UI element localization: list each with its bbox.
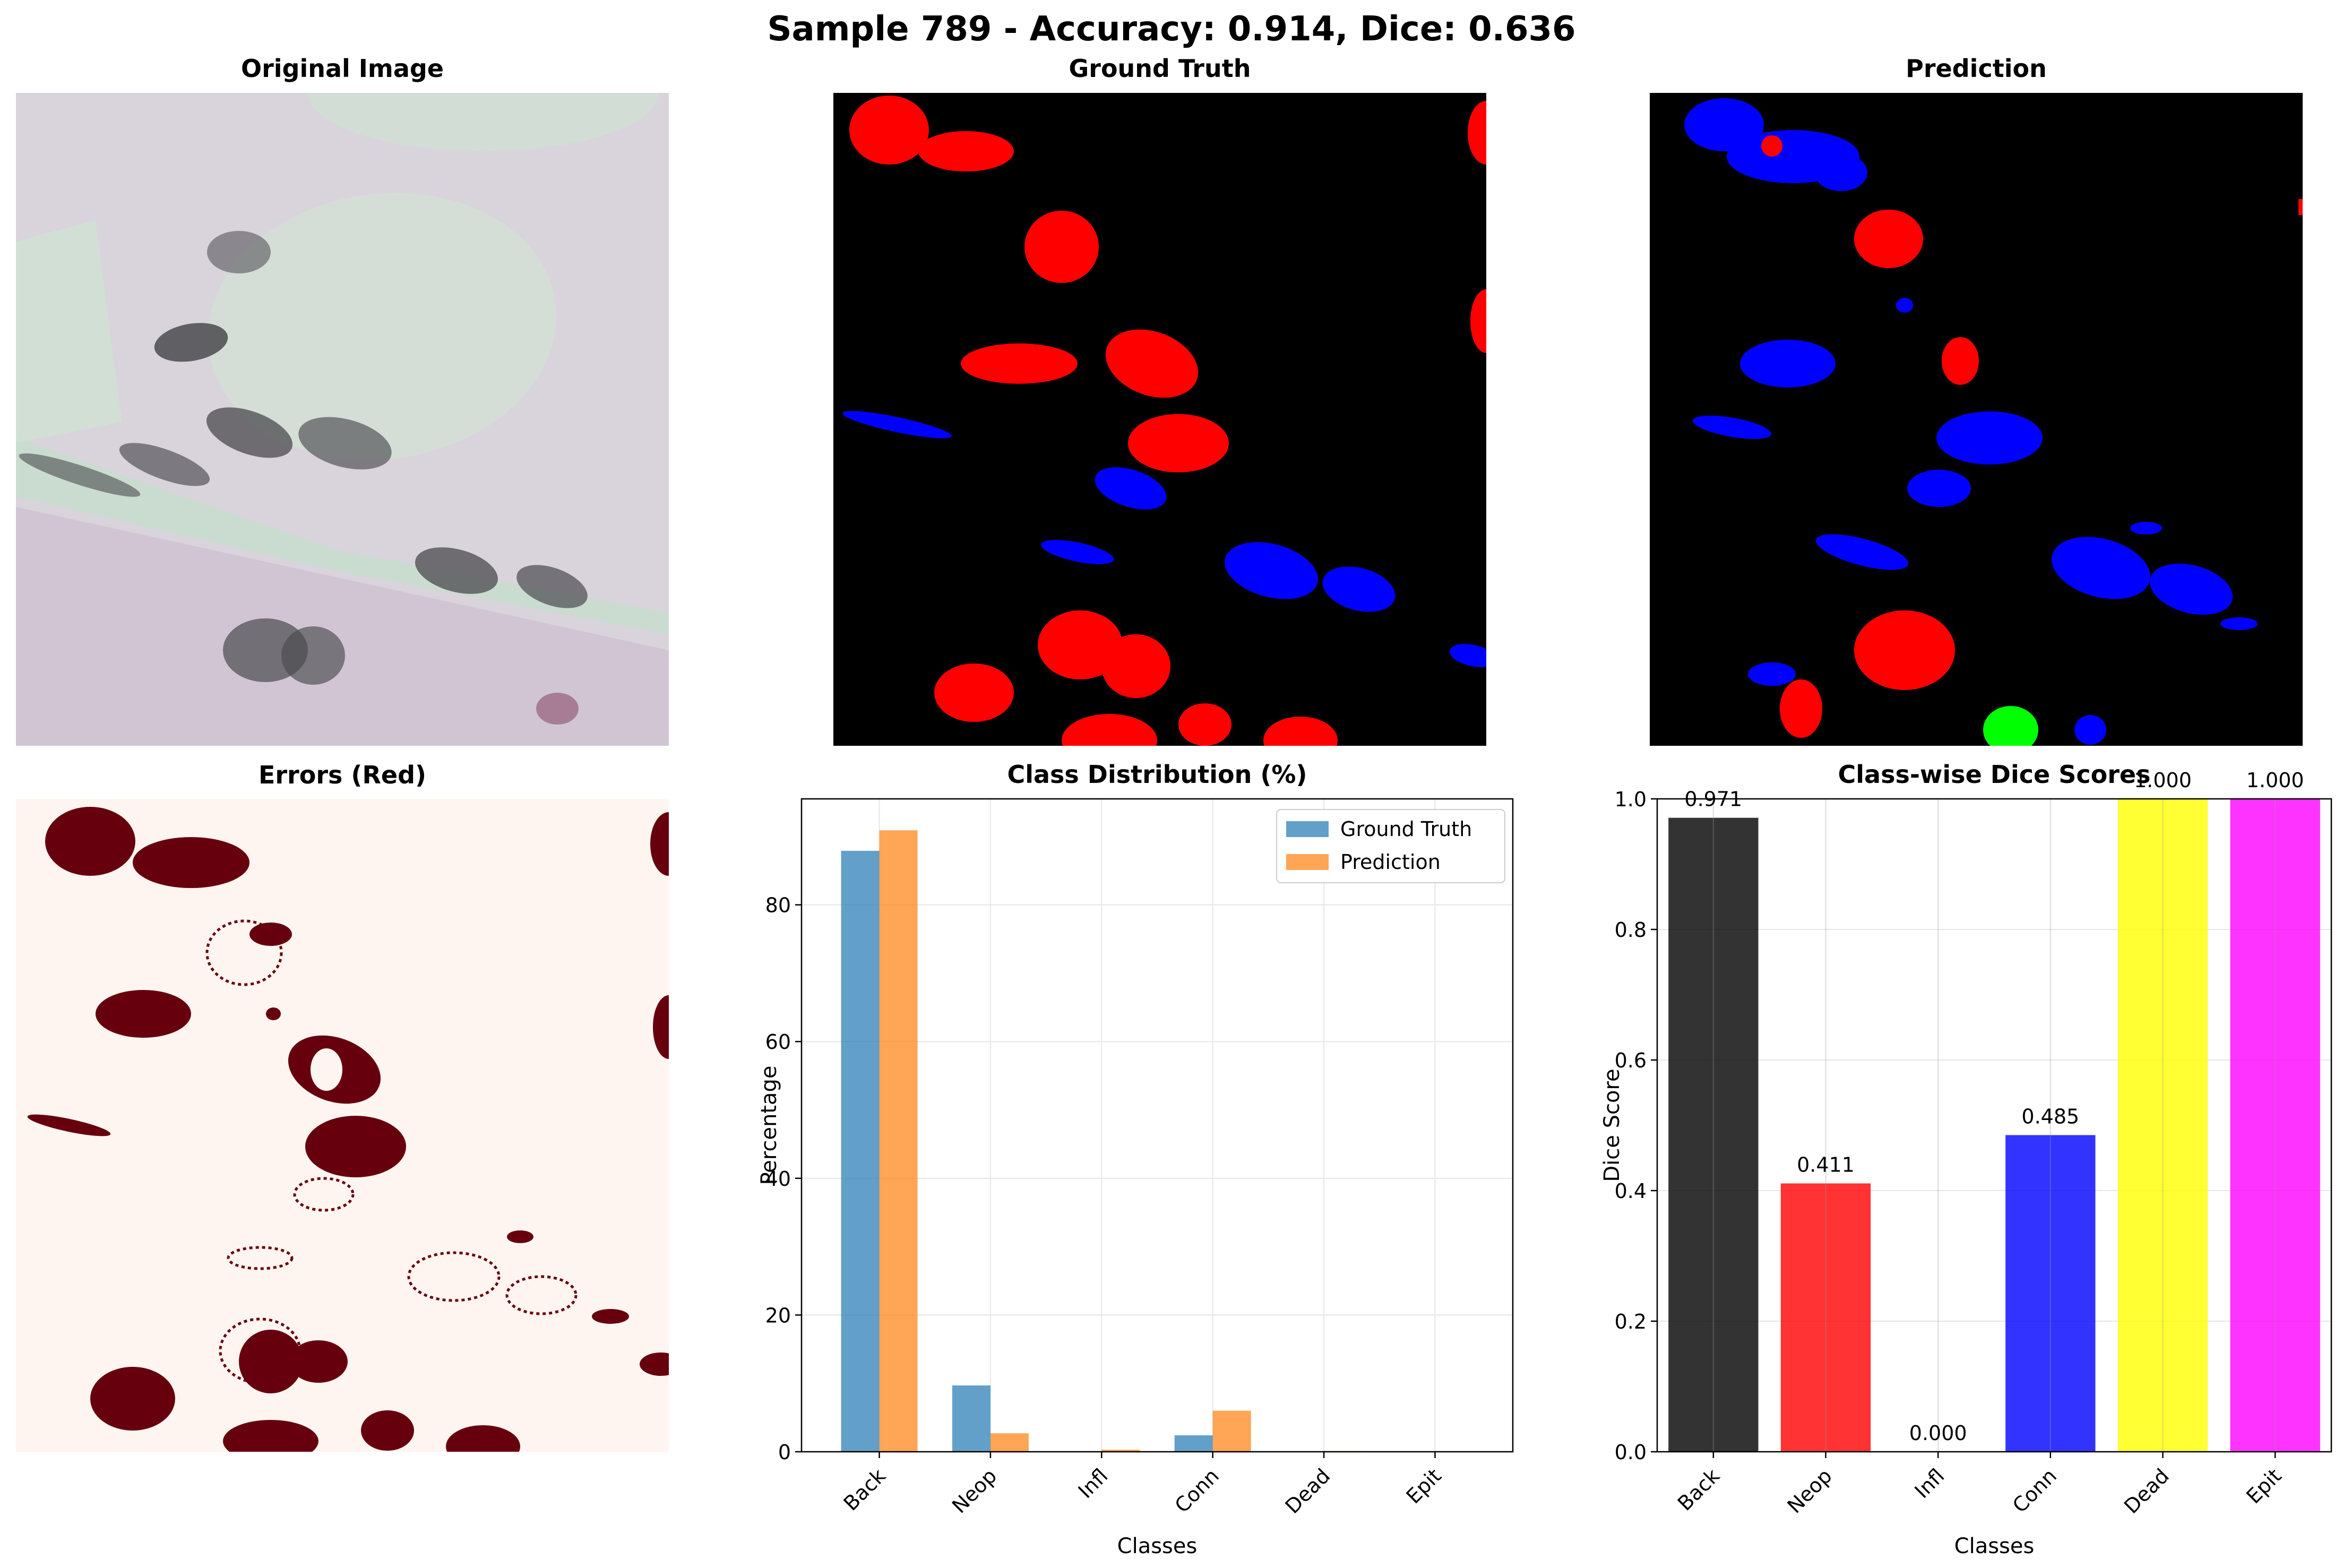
dist-bar-prediction bbox=[990, 1433, 1029, 1452]
dist-bar-ground-truth bbox=[1174, 1435, 1213, 1452]
dist-legend-swatch bbox=[1286, 854, 1329, 870]
dist-legend-label: Prediction bbox=[1340, 850, 1441, 874]
dice-value-label: 0.000 bbox=[1909, 1421, 1967, 1445]
dice-xtick-label: Epit bbox=[2242, 1464, 2286, 1508]
gt-connective-regions bbox=[842, 411, 1486, 667]
dist-ytick-label: 80 bbox=[765, 894, 791, 917]
class-distribution-chart: Class Distribution (%) 0 20 40 60 80 Back Neop I… bbox=[743, 754, 1539, 1568]
dice-xtick-label: Conn bbox=[2008, 1464, 2061, 1517]
dist-ytick-label: 0 bbox=[778, 1441, 791, 1464]
dice-ytick-label: 1.0 bbox=[1615, 788, 1647, 811]
prediction-title: Prediction bbox=[1906, 54, 2047, 83]
figure-title: Sample 789 - Accuracy: 0.914, Dice: 0.63… bbox=[767, 10, 1576, 49]
ground-truth-mask bbox=[833, 93, 1486, 746]
dist-bar-ground-truth bbox=[952, 1385, 990, 1452]
dice-value-label: 0.411 bbox=[1797, 1153, 1855, 1176]
dice-scores-chart: Class-wise Dice Scores 0.971 0.411 0.000 0.4… bbox=[1539, 754, 2343, 1568]
dice-bar-dead bbox=[2117, 799, 2208, 1452]
dist-x-axis-label: Classes bbox=[1117, 1534, 1198, 1558]
dist-ytick-label: 20 bbox=[765, 1304, 791, 1327]
dice-value-label: 0.971 bbox=[1684, 788, 1742, 811]
dist-legend-label: Ground Truth bbox=[1340, 817, 1472, 841]
dice-bar-back bbox=[1668, 817, 1759, 1452]
pred-neoplastic-regions bbox=[1761, 135, 2303, 738]
dice-value-label: 1.000 bbox=[2246, 769, 2304, 792]
dice-value-label: 1.000 bbox=[2134, 769, 2192, 792]
dice-y-axis-label: Dice Score bbox=[1600, 1069, 1624, 1182]
dist-xtick-label: Epit bbox=[1402, 1464, 1446, 1508]
dice-xtick-label: Back bbox=[1673, 1464, 1724, 1515]
dice-xtick-label: Neop bbox=[1783, 1464, 1837, 1518]
dice-xtick-label: Infl bbox=[1910, 1464, 1949, 1503]
dist-chart-title: Class Distribution (%) bbox=[1007, 760, 1307, 789]
dice-x-axis-label: Classes bbox=[1954, 1534, 2035, 1558]
dice-xtick-label: Dead bbox=[2120, 1464, 2174, 1518]
dist-xtick-label: Conn bbox=[1170, 1464, 1224, 1517]
original-image-title: Original Image bbox=[240, 54, 444, 83]
errors-map bbox=[16, 799, 669, 1452]
dist-bar-prediction bbox=[1101, 1450, 1140, 1452]
pred-dead-region bbox=[1983, 706, 2038, 746]
dice-axes-frame bbox=[1656, 798, 2332, 1453]
dice-chart-title: Class-wise Dice Scores bbox=[1838, 760, 2151, 789]
dice-ytick-label: 0.0 bbox=[1615, 1441, 1647, 1464]
dice-bar-epit bbox=[2230, 799, 2320, 1452]
dist-bar-prediction bbox=[879, 830, 918, 1452]
dice-ytick-label: 0.8 bbox=[1615, 918, 1647, 942]
dist-bar-prediction bbox=[1212, 1410, 1251, 1452]
prediction-mask bbox=[1650, 93, 2303, 746]
pred-connective-regions bbox=[1684, 98, 2258, 745]
dist-axes-frame bbox=[800, 798, 1514, 1453]
dist-ytick-label: 40 bbox=[765, 1167, 791, 1191]
dice-ytick-label: 0.2 bbox=[1615, 1310, 1647, 1333]
ground-truth-title: Ground Truth bbox=[1069, 54, 1251, 83]
dist-legend-swatch bbox=[1286, 821, 1329, 837]
error-regions bbox=[27, 807, 669, 1452]
dice-bar-neop bbox=[1780, 1183, 1871, 1452]
dist-xtick-label: Dead bbox=[1281, 1464, 1335, 1518]
dice-ytick-label: 0.4 bbox=[1615, 1179, 1647, 1203]
dice-value-label: 0.485 bbox=[2021, 1105, 2079, 1128]
dist-ytick-label: 60 bbox=[765, 1030, 791, 1054]
dist-xtick-label: Back bbox=[839, 1464, 890, 1515]
dist-xtick-label: Neop bbox=[947, 1464, 1001, 1518]
dist-bar-ground-truth bbox=[841, 850, 880, 1452]
dist-y-axis-label: Percentage bbox=[757, 1065, 781, 1185]
gt-neoplastic-regions bbox=[849, 96, 1486, 746]
dist-legend-box bbox=[1276, 809, 1505, 883]
errors-title: Errors (Red) bbox=[258, 761, 427, 789]
dist-xtick-label: Infl bbox=[1074, 1464, 1113, 1503]
original-image bbox=[16, 93, 669, 746]
dice-bar-conn bbox=[2005, 1135, 2096, 1452]
dice-ytick-label: 0.6 bbox=[1615, 1049, 1647, 1072]
